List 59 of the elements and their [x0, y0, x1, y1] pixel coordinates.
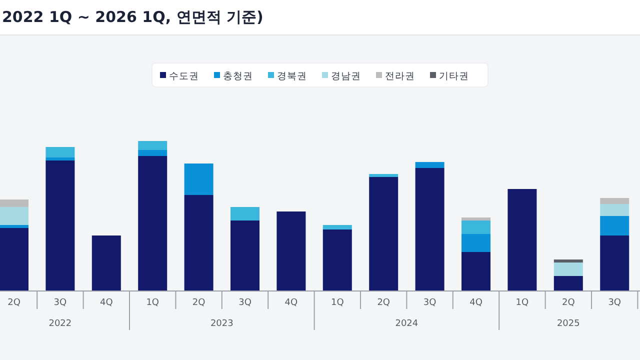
bar [322, 225, 352, 230]
x-tick-label: 1Q [516, 298, 529, 308]
x-tick-label: 3Q [238, 298, 252, 308]
x-tick-label: 2Q [8, 298, 20, 308]
bar [369, 174, 398, 177]
bar [230, 220, 260, 291]
bar [0, 207, 28, 225]
legend-label: 경북권 [277, 71, 307, 82]
text: 2025 [556, 319, 580, 329]
bar [600, 204, 630, 216]
text: 2024 [395, 319, 418, 329]
bar [462, 218, 490, 220]
bar [138, 156, 168, 291]
bar [0, 200, 28, 207]
x-tick-label: 3Q [54, 298, 67, 308]
bar [46, 158, 75, 160]
bar [138, 141, 168, 150]
x-tick-label: 3Q [608, 298, 622, 308]
chart-title: 2022 1Q ~ 2026 1Q, 연면적 기준) [2, 8, 264, 26]
bar [554, 260, 583, 262]
bar [184, 164, 214, 195]
legend-label: 충청권 [223, 71, 253, 82]
x-tick-label: 4Q [470, 298, 482, 308]
bar [508, 189, 537, 291]
x-tick-label: 3Q [423, 298, 436, 308]
bar [276, 212, 306, 291]
bar [138, 150, 168, 156]
x-tick-label: 2Q [562, 298, 575, 308]
text: 2023 [210, 319, 234, 329]
bar [462, 220, 490, 234]
x-tick-label: 4Q [284, 298, 298, 308]
bar [415, 162, 444, 168]
x-tick-label: 4Q [100, 298, 113, 308]
bar [554, 262, 583, 276]
bar [230, 207, 260, 220]
bar [554, 276, 583, 291]
legend-label: 전라권 [385, 71, 415, 82]
bar [462, 234, 490, 252]
x-tick-label: 1Q [330, 298, 344, 308]
bar [369, 177, 398, 291]
bar [600, 236, 630, 291]
x-tick-label: 2Q [377, 298, 390, 308]
text: 2022 [48, 319, 72, 329]
bar [322, 230, 352, 291]
bar [92, 236, 121, 291]
legend-label: 경남권 [331, 71, 361, 82]
bar [600, 216, 630, 236]
bar [184, 195, 214, 291]
x-tick-label: 1Q [146, 298, 160, 308]
bar [0, 228, 28, 291]
bar [600, 198, 630, 204]
bar [415, 168, 444, 291]
bar [0, 225, 28, 228]
legend-label: 수도권 [169, 71, 199, 82]
legend-label: 기타권 [439, 71, 469, 82]
bar [46, 160, 75, 291]
x-tick-label: 2Q [192, 298, 206, 308]
bar [462, 252, 490, 291]
bar [46, 147, 75, 158]
